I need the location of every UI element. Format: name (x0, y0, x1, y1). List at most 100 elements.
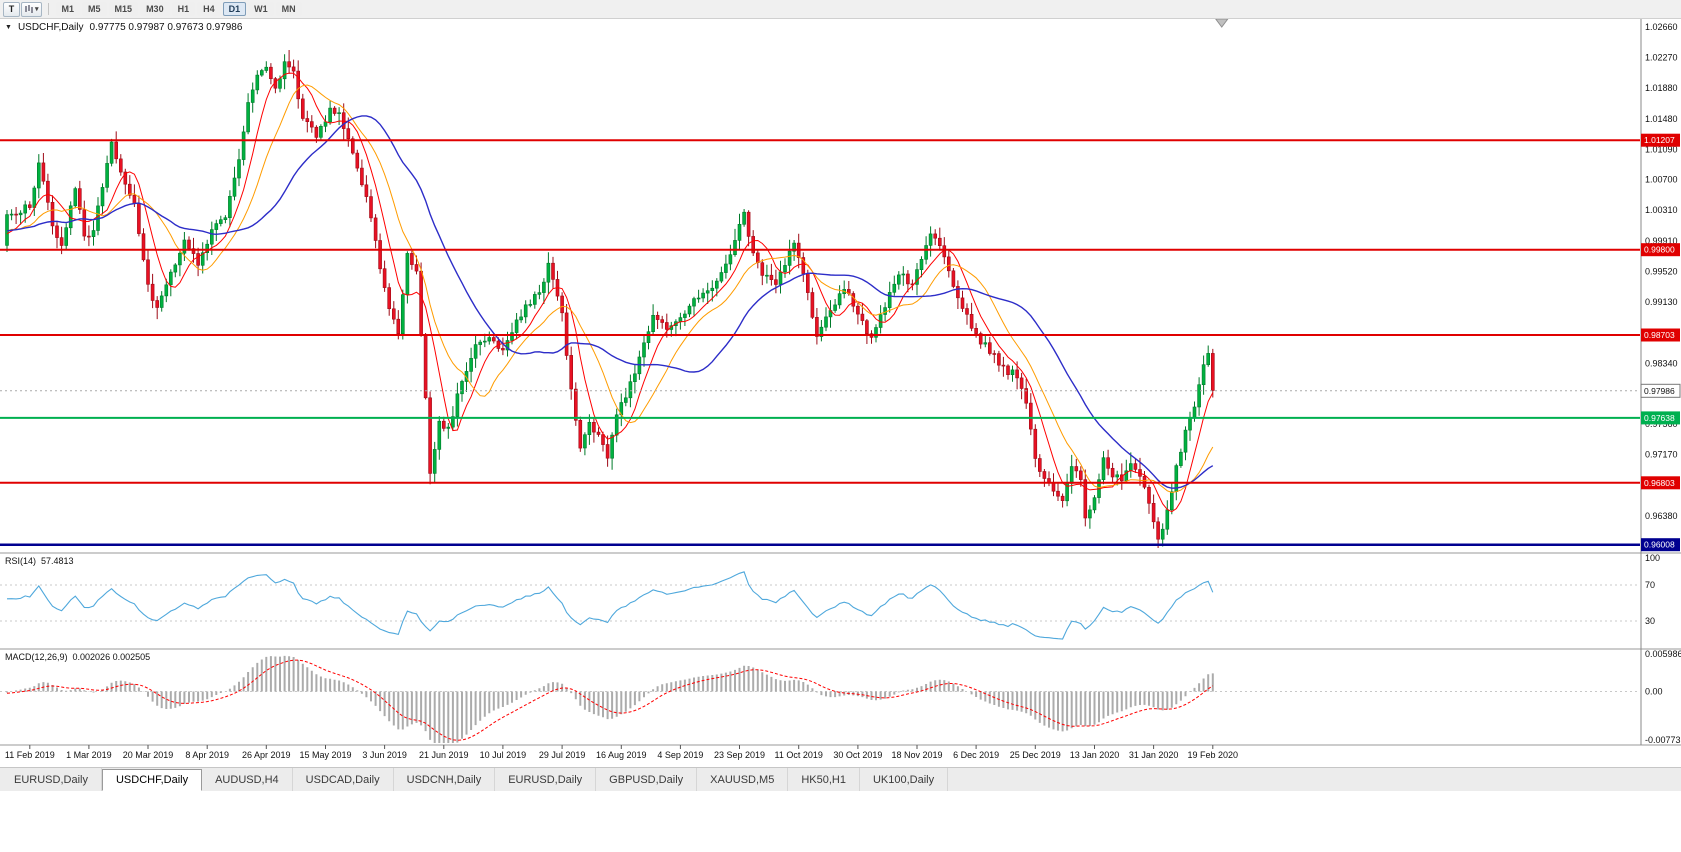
chart-tab-usdcnh-daily[interactable]: USDCNH,Daily (394, 768, 496, 791)
svg-text:1.01880: 1.01880 (1645, 83, 1678, 93)
svg-text:20 Mar 2019: 20 Mar 2019 (123, 750, 174, 760)
chart-tab-bar: EURUSD,Daily USDCHF,Daily AUDUSD,H4 USDCAD,… (0, 767, 1681, 791)
rsi-line (6, 571, 1214, 640)
svg-text:13 Jan 2020: 13 Jan 2020 (1070, 750, 1120, 760)
svg-text:1 Mar 2019: 1 Mar 2019 (66, 750, 112, 760)
chart-tab-eurusd-daily[interactable]: EURUSD,Daily (1, 768, 102, 791)
rsi-panel: 100 70 30 (0, 553, 1660, 640)
macd-indicator-label: MACD(12,26,9) 0.002026 0.002505 (5, 652, 150, 662)
svg-text:0.99130: 0.99130 (1645, 297, 1678, 307)
svg-text:11 Oct 2019: 11 Oct 2019 (775, 750, 823, 760)
current-price-tag: 0.97986 (1640, 383, 1681, 398)
svg-text:4 Sep 2019: 4 Sep 2019 (657, 750, 703, 760)
svg-text:0.99800: 0.99800 (1644, 245, 1675, 255)
svg-text:0.005986: 0.005986 (1645, 649, 1681, 659)
svg-text:0.99520: 0.99520 (1645, 266, 1678, 276)
svg-text:1.01090: 1.01090 (1645, 144, 1678, 154)
macd-signal-line (6, 659, 1214, 741)
moving-average-lines (6, 72, 1214, 513)
svg-text:26 Apr 2019: 26 Apr 2019 (242, 750, 291, 760)
svg-text:1.00310: 1.00310 (1645, 205, 1678, 215)
price-axis-labels[interactable]: 1.02660 1.02270 1.01880 1.01480 1.01090 1.007… (1645, 22, 1678, 521)
chart-tab-usdchf-daily[interactable]: USDCHF,Daily (101, 769, 203, 791)
timeframe-button-m5[interactable]: M5 (82, 2, 107, 16)
timeframe-button-m30[interactable]: M30 (140, 2, 170, 16)
rsi-indicator-label: RSI(14) 57.4813 (5, 556, 74, 566)
svg-text:1.00700: 1.00700 (1645, 175, 1678, 185)
svg-text:6 Dec 2019: 6 Dec 2019 (953, 750, 999, 760)
svg-text:18 Nov 2019: 18 Nov 2019 (891, 750, 942, 760)
timeframe-button-w1[interactable]: W1 (248, 2, 274, 16)
chart-tab-hk50-h1[interactable]: HK50,H1 (788, 768, 860, 791)
svg-text:0.97986: 0.97986 (1644, 386, 1675, 396)
svg-text:1.01480: 1.01480 (1645, 114, 1678, 124)
svg-text:0.00: 0.00 (1645, 687, 1663, 697)
chart-shift-marker[interactable] (1214, 18, 1229, 28)
svg-text:0.98703: 0.98703 (1644, 330, 1675, 340)
chart-tab-audusd-h4[interactable]: AUDUSD,H4 (202, 768, 293, 791)
chart-tab-gbpusd-daily[interactable]: GBPUSD,Daily (596, 768, 698, 791)
svg-text:15 May 2019: 15 May 2019 (299, 750, 351, 760)
panel-separators[interactable] (0, 552, 1681, 746)
text-tool-button[interactable]: T (3, 1, 20, 17)
svg-text:100: 100 (1645, 553, 1660, 563)
timeframe-button-d1[interactable]: D1 (222, 2, 247, 16)
svg-text:1.02660: 1.02660 (1645, 22, 1678, 32)
timeframes-toolbar: T ▾ M1 M5 M15 M30 H1 H4 D1 W1 MN (0, 0, 1681, 19)
price-level-tags: 1.01207 0.99800 0.98703 0.97638 0.96803 0.960… (1640, 133, 1681, 552)
svg-text:70: 70 (1645, 580, 1655, 590)
timeframe-button-m15[interactable]: M15 (108, 2, 139, 16)
svg-text:1.02270: 1.02270 (1645, 53, 1678, 63)
svg-text:8 Apr 2019: 8 Apr 2019 (185, 750, 229, 760)
svg-text:29 Jul 2019: 29 Jul 2019 (539, 750, 586, 760)
svg-text:0.98340: 0.98340 (1645, 358, 1678, 368)
svg-text:0.97170: 0.97170 (1645, 449, 1678, 459)
svg-text:11 Feb 2019: 11 Feb 2019 (5, 750, 55, 760)
chart-ohlc-values: 0.97775 0.97987 0.97673 0.97986 (89, 22, 243, 33)
svg-text:1.01207: 1.01207 (1644, 135, 1675, 145)
chart-tool-dropdown[interactable]: ▾ (21, 1, 42, 17)
svg-text:30 Oct 2019: 30 Oct 2019 (833, 750, 882, 760)
time-axis[interactable]: 11 Feb 2019 1 Mar 2019 20 Mar 2019 8 Apr 20… (5, 745, 1238, 760)
timeframe-buttons: M1 M5 M15 M30 H1 H4 D1 W1 MN (55, 2, 303, 16)
svg-text:21 Jun 2019: 21 Jun 2019 (419, 750, 469, 760)
svg-text:0.96380: 0.96380 (1645, 511, 1678, 521)
one-click-trading-arrow[interactable]: ▼ (5, 24, 12, 31)
chart-tab-usdcad-daily[interactable]: USDCAD,Daily (293, 768, 394, 791)
chart-tool-icon (25, 5, 33, 13)
chart-tab-xauusd-m5[interactable]: XAUUSD,M5 (697, 768, 789, 791)
svg-text:23 Sep 2019: 23 Sep 2019 (714, 750, 765, 760)
candlesticks (5, 50, 1215, 548)
macd-values: 0.002026 0.002505 (72, 652, 151, 662)
svg-text:16 Aug 2019: 16 Aug 2019 (596, 750, 647, 760)
rsi-name: RSI(14) (5, 556, 37, 566)
timeframe-button-m1[interactable]: M1 (55, 2, 81, 16)
chart-header: ▼ USDCHF,Daily 0.97775 0.97987 0.97673 0… (5, 22, 242, 33)
svg-text:3 Jun 2019: 3 Jun 2019 (362, 750, 407, 760)
svg-text:0.99910: 0.99910 (1645, 236, 1678, 246)
timeframe-button-h4[interactable]: H4 (197, 2, 221, 16)
horizontal-level-lines[interactable] (0, 139, 1640, 546)
svg-text:30: 30 (1645, 616, 1655, 626)
timeframe-button-h1[interactable]: H1 (171, 2, 196, 16)
macd-name: MACD(12,26,9) (5, 652, 68, 662)
svg-text:10 Jul 2019: 10 Jul 2019 (480, 750, 527, 760)
dropdown-arrow-icon: ▾ (35, 6, 39, 13)
svg-text:19 Feb 2020: 19 Feb 2020 (1188, 750, 1239, 760)
svg-text:0.96008: 0.96008 (1644, 540, 1675, 550)
chart-tab-uk100-daily[interactable]: UK100,Daily (860, 768, 949, 791)
rsi-value: 57.4813 (41, 556, 74, 566)
macd-histogram (6, 655, 1214, 743)
chart-tab-eurusd-daily[interactable]: EURUSD,Daily (495, 768, 597, 791)
svg-text:25 Dec 2019: 25 Dec 2019 (1010, 750, 1061, 760)
timeframe-button-mn[interactable]: MN (275, 2, 302, 16)
chart-symbol-label: USDCHF,Daily (17, 22, 84, 33)
svg-text:0.97638: 0.97638 (1644, 413, 1675, 423)
svg-text:0.96803: 0.96803 (1644, 478, 1675, 488)
svg-text:31 Jan 2020: 31 Jan 2020 (1129, 750, 1179, 760)
toolbar-separator (47, 3, 49, 15)
